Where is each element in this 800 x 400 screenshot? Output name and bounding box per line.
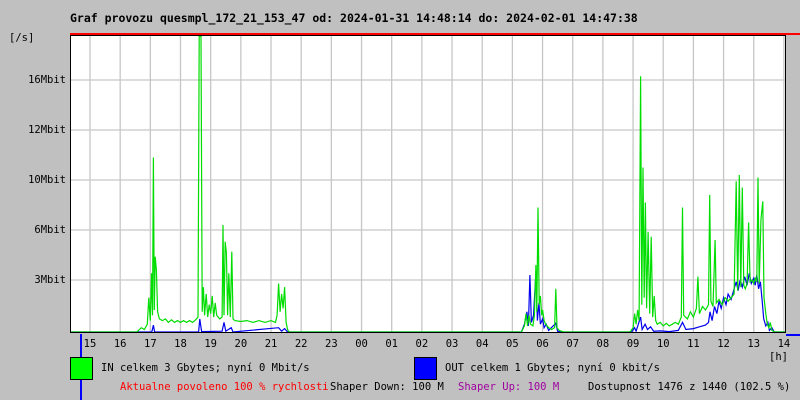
graph-title: Graf provozu quesmpl_172_21_153_47 od: 2… (70, 11, 638, 25)
y-axis-unit-label: [/s] (9, 32, 35, 44)
x-axis-unit-label: [h] (769, 351, 788, 363)
x-axis-tick-label: 10 (656, 338, 670, 350)
y-axis-tick-label: 10Mbit (28, 173, 66, 186)
x-axis-tick-label: 04 (475, 338, 489, 350)
x-axis-tick-label: 00 (355, 338, 368, 350)
legend-out-label: OUT celkem 1 Gbytes; nyní 0 kbit/s (445, 362, 660, 374)
x-axis-tick-label: 12 (717, 338, 730, 350)
x-axis-tick-label: 16 (113, 338, 127, 350)
x-axis-tick-label: 14 (777, 338, 791, 350)
x-axis-tick-label: 22 (294, 338, 308, 350)
x-axis-tick-label: 13 (747, 338, 761, 350)
legend-out-swatch (414, 357, 437, 380)
x-axis-tick-label: 03 (445, 338, 459, 350)
y-axis-tick-label: 6Mbit (34, 223, 66, 236)
x-axis-tick-label: 11 (687, 338, 700, 350)
x-axis-tick-label: 01 (385, 338, 399, 350)
x-axis-tick-label: 23 (325, 338, 338, 350)
in-series-line (70, 35, 786, 333)
y-axis-tick-label: 16Mbit (28, 73, 66, 86)
footer-availability: Dostupnost 1476 z 1440 (102.5 %) (588, 381, 791, 393)
footer-shaper-down: Shaper Down: 100 M (330, 381, 444, 393)
x-axis-tick-label: 20 (234, 338, 248, 350)
x-axis-tick-label: 09 (626, 338, 640, 350)
legend-in-swatch (70, 357, 93, 380)
x-axis-tick-label: 05 (506, 338, 519, 350)
footer-shaper-up: Shaper Up: 100 M (458, 381, 560, 393)
plot-area (70, 35, 786, 333)
traffic-chart-svg (70, 35, 786, 333)
x-axis-tick-label: 02 (415, 338, 429, 350)
baseline-extension-line (786, 334, 800, 336)
x-axis-tick-label: 15 (83, 338, 97, 350)
y-axis-tick-label: 12Mbit (28, 123, 66, 136)
x-axis-tick-label: 06 (536, 338, 549, 350)
x-axis-tick-label: 07 (566, 338, 580, 350)
x-axis-tick-label: 08 (596, 338, 610, 350)
x-axis-tick-label: 17 (144, 338, 157, 350)
footer-allowed-speed: Aktualne povoleno 100 % rychlosti (120, 381, 329, 393)
x-axis-tick-label: 19 (204, 338, 217, 350)
x-axis-tick-label: 21 (264, 338, 278, 350)
plot-border (70, 35, 786, 333)
max-limit-line (70, 33, 800, 35)
y-axis-tick-label: 3Mbit (34, 273, 66, 286)
legend-in-label: IN celkem 3 Gbytes; nyní 0 Mbit/s (101, 362, 310, 374)
x-axis-tick-label: 18 (174, 338, 187, 350)
